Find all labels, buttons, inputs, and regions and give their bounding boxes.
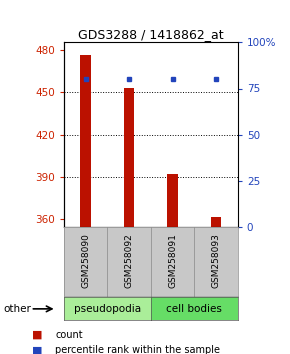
Text: pseudopodia: pseudopodia xyxy=(74,304,141,314)
Bar xyxy=(124,88,135,227)
Text: count: count xyxy=(55,330,83,339)
Text: cell bodies: cell bodies xyxy=(166,304,222,314)
Text: percentile rank within the sample: percentile rank within the sample xyxy=(55,346,220,354)
Text: GSM258093: GSM258093 xyxy=(211,233,221,288)
Text: ■: ■ xyxy=(32,346,43,354)
Bar xyxy=(211,217,222,227)
Text: GSM258092: GSM258092 xyxy=(124,233,134,288)
Title: GDS3288 / 1418862_at: GDS3288 / 1418862_at xyxy=(78,28,224,41)
Text: ■: ■ xyxy=(32,330,43,339)
Bar xyxy=(80,55,91,227)
Bar xyxy=(167,174,178,227)
Text: GSM258090: GSM258090 xyxy=(81,233,90,288)
Text: other: other xyxy=(3,304,31,314)
Text: GSM258091: GSM258091 xyxy=(168,233,177,288)
